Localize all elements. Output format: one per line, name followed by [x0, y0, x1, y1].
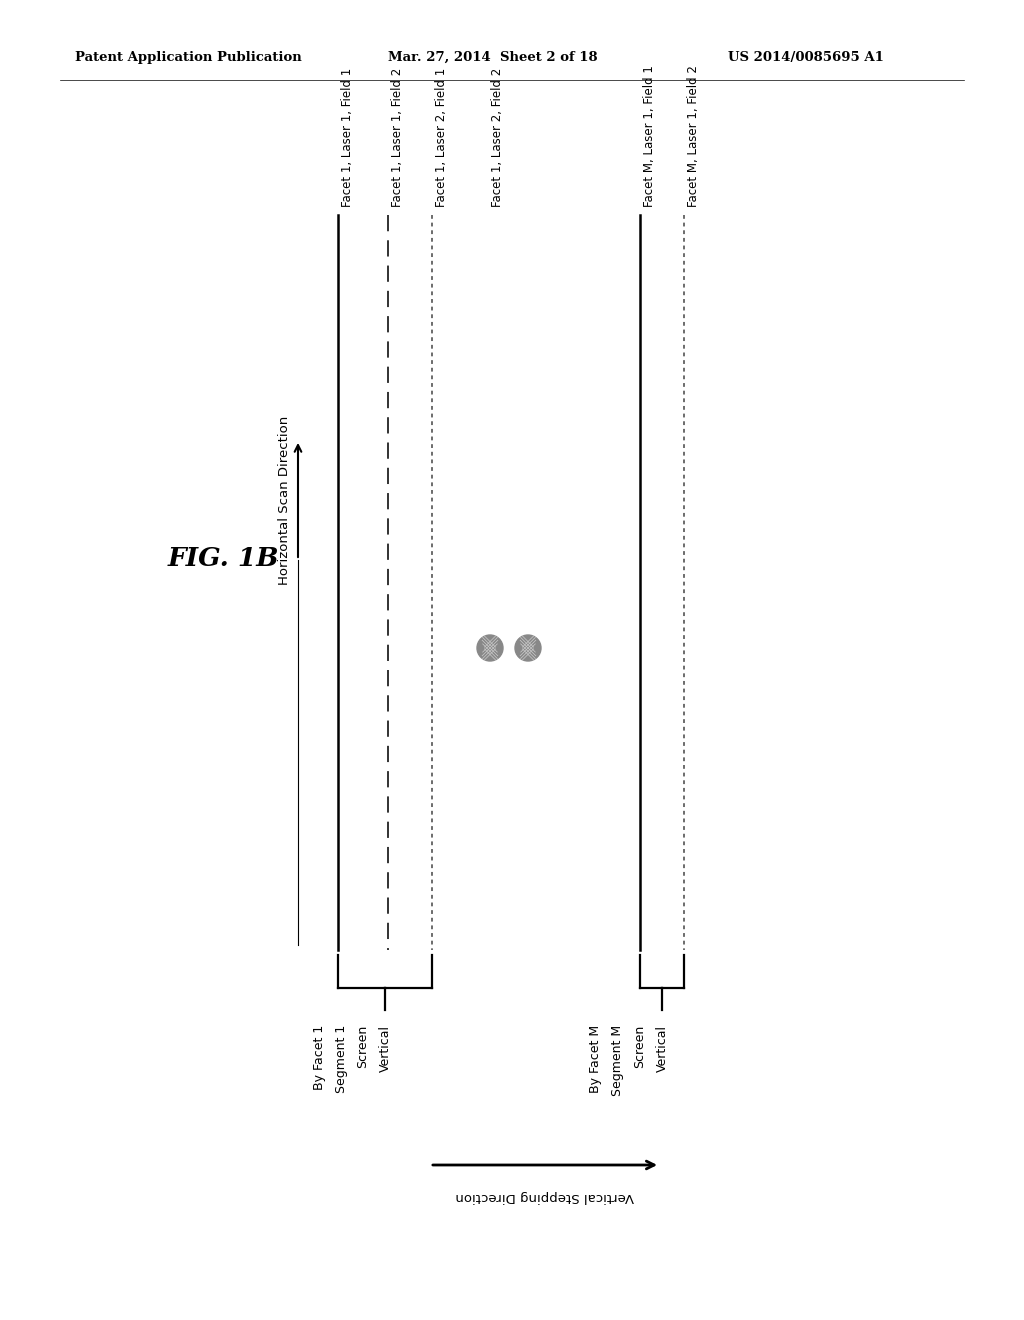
Text: By Facet 1: By Facet 1 — [312, 1026, 326, 1090]
Text: Segment M: Segment M — [611, 1026, 625, 1096]
Text: Patent Application Publication: Patent Application Publication — [75, 50, 302, 63]
Text: Vertical Stepping Direction: Vertical Stepping Direction — [456, 1191, 634, 1203]
Text: Facet M, Laser 1, Field 2: Facet M, Laser 1, Field 2 — [687, 65, 700, 207]
Circle shape — [515, 635, 541, 661]
Circle shape — [477, 635, 503, 661]
Text: Screen: Screen — [634, 1026, 646, 1068]
Text: By Facet M: By Facet M — [590, 1026, 602, 1093]
Text: Horizontal Scan Direction: Horizontal Scan Direction — [278, 416, 291, 585]
Text: Screen: Screen — [356, 1026, 370, 1068]
Text: Facet 1, Laser 2, Field 1: Facet 1, Laser 2, Field 1 — [435, 67, 449, 207]
Text: Facet 1, Laser 2, Field 2: Facet 1, Laser 2, Field 2 — [490, 67, 504, 207]
Text: Vertical: Vertical — [379, 1026, 391, 1072]
Text: Facet M, Laser 1, Field 1: Facet M, Laser 1, Field 1 — [643, 65, 656, 207]
Text: Mar. 27, 2014  Sheet 2 of 18: Mar. 27, 2014 Sheet 2 of 18 — [388, 50, 598, 63]
Text: US 2014/0085695 A1: US 2014/0085695 A1 — [728, 50, 884, 63]
Text: Vertical: Vertical — [655, 1026, 669, 1072]
Text: Facet 1, Laser 1, Field 1: Facet 1, Laser 1, Field 1 — [341, 67, 354, 207]
Text: FIG. 1B: FIG. 1B — [168, 545, 280, 570]
Text: Facet 1, Laser 1, Field 2: Facet 1, Laser 1, Field 2 — [391, 67, 404, 207]
Text: Segment 1: Segment 1 — [335, 1026, 347, 1093]
